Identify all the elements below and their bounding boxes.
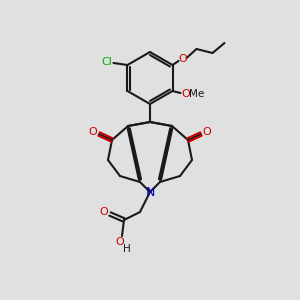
Text: O: O <box>88 127 98 137</box>
Text: O: O <box>100 207 108 217</box>
Text: Cl: Cl <box>101 57 112 67</box>
Text: O: O <box>181 89 190 99</box>
Text: O: O <box>202 127 211 137</box>
Text: H: H <box>123 244 131 254</box>
Text: O: O <box>116 237 124 247</box>
Text: N: N <box>145 185 155 199</box>
Text: Me: Me <box>189 89 204 99</box>
Text: O: O <box>178 54 187 64</box>
